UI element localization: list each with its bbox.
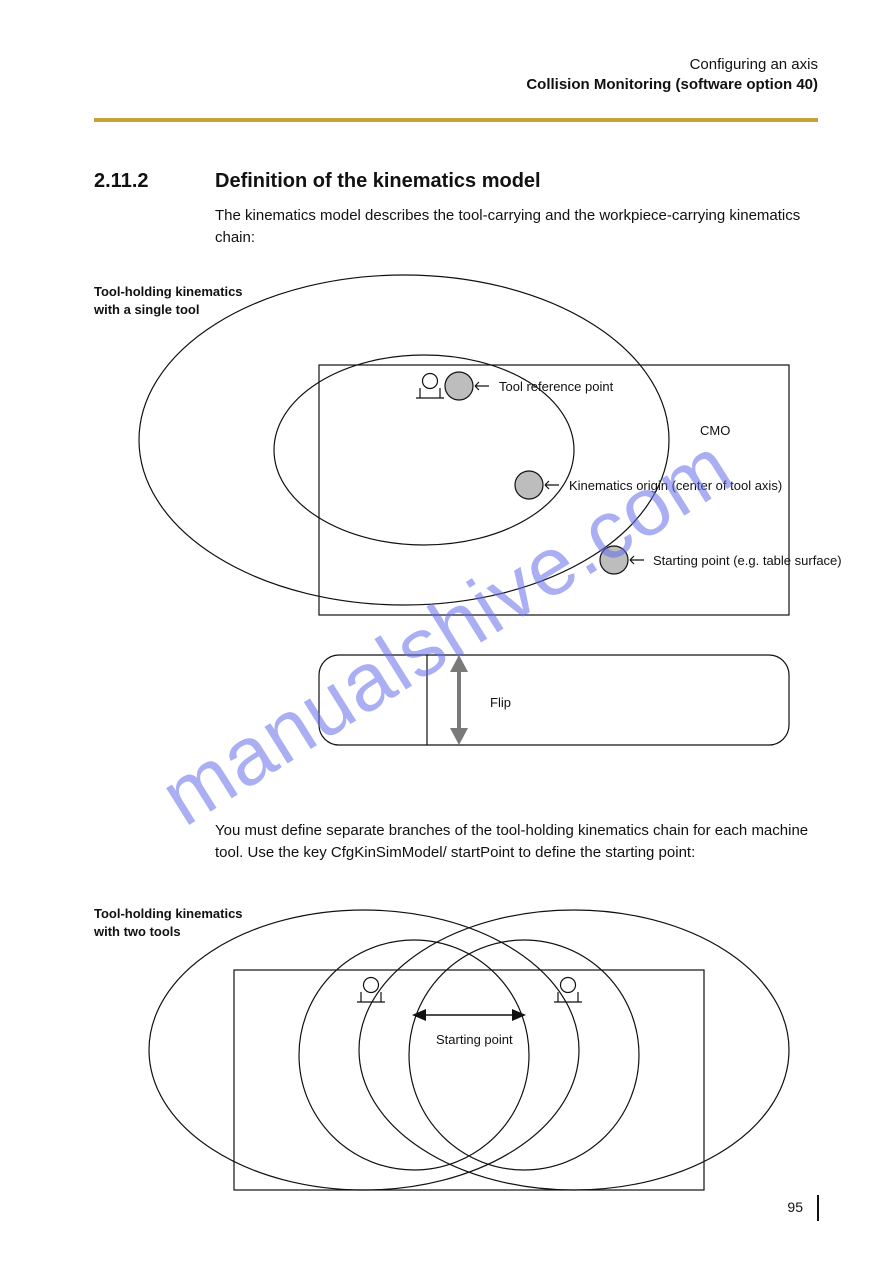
header-line1: Configuring an axis	[94, 55, 818, 75]
table-rect-2	[234, 970, 704, 1190]
label-origin: Kinematics origin (center of tool axis)	[569, 478, 782, 493]
arrow-origin	[545, 481, 559, 489]
tool-symbol-left	[357, 978, 385, 1003]
outer-ellipse	[139, 275, 669, 605]
label-tool-ref: Tool reference point	[499, 379, 613, 394]
flip-arrow-icon	[450, 655, 468, 745]
flip-rect	[319, 655, 789, 745]
starting-point-arrow-icon	[412, 1009, 526, 1021]
inner-circle-left	[299, 940, 529, 1170]
page-header: Configuring an axis Collision Monitoring…	[94, 55, 818, 115]
header-rule	[94, 118, 818, 122]
header-line2: Collision Monitoring (software option 40…	[94, 75, 818, 95]
kinematics-origin-icon	[515, 471, 543, 499]
figure1	[94, 260, 818, 810]
section-title: Definition of the kinematics model	[215, 170, 541, 193]
tool-symbol	[416, 374, 444, 399]
arrow-tool-ref	[475, 382, 489, 390]
tool-ref-point-icon	[445, 372, 473, 400]
label-starting-point-2: Starting point	[436, 1032, 513, 1047]
figure1-svg	[94, 260, 818, 810]
label-cmo-text: CMO	[700, 423, 730, 438]
inner-circle-right	[409, 940, 639, 1170]
starting-point-icon	[600, 546, 628, 574]
page-number: 95	[787, 1199, 803, 1215]
paragraph-2: You must define separate branches of the…	[215, 820, 818, 864]
label-flip-text: Flip	[490, 695, 511, 710]
label-starting-point: Starting point (e.g. table surface)	[653, 553, 842, 568]
page-number-bar	[817, 1195, 819, 1221]
arrow-starting	[630, 556, 644, 564]
paragraph-1: The kinematics model describes the tool-…	[215, 205, 818, 249]
section-number: 2.11.2	[94, 170, 149, 193]
